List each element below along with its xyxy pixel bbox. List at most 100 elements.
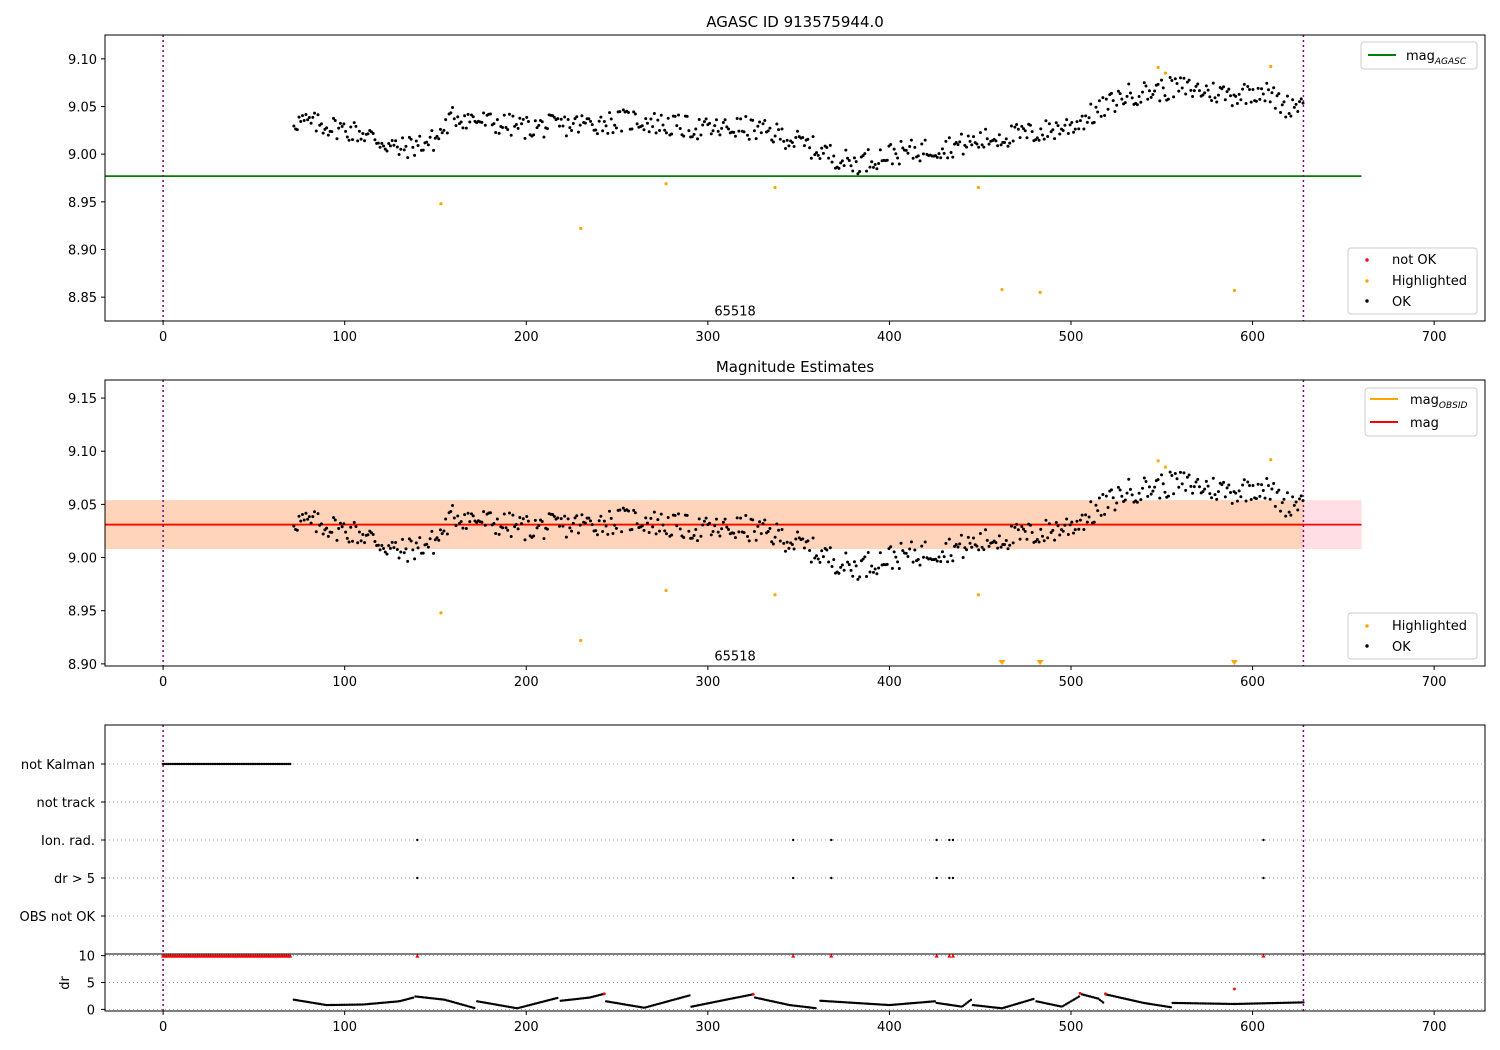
ok-point <box>1168 76 1172 80</box>
ok-point <box>406 156 410 160</box>
dr-point <box>1169 1006 1173 1009</box>
ok-point <box>913 145 917 149</box>
ok-point <box>1175 477 1179 481</box>
ok-point <box>480 520 484 524</box>
ok-point <box>1111 99 1115 103</box>
ok-point <box>345 135 349 139</box>
ok-point <box>1109 91 1113 95</box>
ok-point <box>545 527 549 531</box>
ok-point <box>533 518 537 522</box>
x-tick-label: 300 <box>695 330 720 345</box>
ok-point <box>863 152 867 156</box>
flag-point <box>281 762 285 766</box>
flag-point <box>185 762 188 766</box>
ok-point <box>509 133 513 137</box>
ok-point <box>309 521 313 525</box>
ok-point <box>333 118 337 122</box>
ok-point <box>985 538 989 542</box>
ok-point <box>390 540 394 544</box>
ok-point <box>678 527 682 531</box>
panel-agasc-frame <box>104 34 1486 322</box>
dr-point <box>1077 995 1081 998</box>
ok-point <box>742 130 746 134</box>
ok-point <box>940 550 944 554</box>
ok-point <box>904 148 908 152</box>
ok-point <box>849 164 853 168</box>
ok-point <box>482 510 486 514</box>
ok-point <box>1149 492 1153 496</box>
ok-point <box>532 534 536 538</box>
ok-point <box>847 563 851 567</box>
ok-point <box>578 523 582 527</box>
ok-point <box>975 544 979 548</box>
ok-point <box>618 508 622 512</box>
ok-point <box>347 540 351 544</box>
ok-point <box>1078 119 1082 123</box>
y-tick-label: 9.05 <box>68 101 97 116</box>
ok-point <box>471 115 475 119</box>
ok-point <box>1160 473 1164 477</box>
ok-point <box>739 117 743 121</box>
ok-point <box>811 135 815 139</box>
ok-point <box>1194 480 1198 484</box>
ok-point <box>661 123 665 127</box>
ok-point <box>1291 495 1295 499</box>
ok-point <box>897 162 901 166</box>
x-tick-label: 0 <box>159 675 167 690</box>
ok-point <box>302 119 306 123</box>
ok-point <box>523 538 527 542</box>
ok-point <box>1208 492 1212 496</box>
ok-point <box>951 155 955 159</box>
x-tick-label: 600 <box>1240 1020 1265 1035</box>
ok-point <box>571 121 575 125</box>
ok-point <box>721 520 725 524</box>
ok-point <box>613 523 617 527</box>
ok-point <box>911 156 915 160</box>
ok-point <box>801 135 805 139</box>
ok-point <box>1235 102 1239 106</box>
ok-point <box>870 160 874 164</box>
flag-point <box>239 762 243 766</box>
ok-point <box>325 526 329 530</box>
ok-point <box>777 528 781 532</box>
ok-point <box>763 118 767 122</box>
ok-point <box>1265 81 1269 85</box>
ok-point <box>937 555 941 559</box>
ok-point <box>756 124 760 128</box>
ok-point <box>1175 82 1179 86</box>
highlighted-point <box>1156 459 1160 463</box>
ok-point <box>737 129 741 133</box>
flag-point <box>214 762 217 766</box>
ok-point <box>306 517 310 521</box>
ok-point <box>435 536 439 540</box>
panel-agasc-title: AGASC ID 913575944.0 <box>706 13 884 31</box>
ok-point <box>947 136 951 140</box>
ok-point <box>390 139 394 143</box>
ok-point <box>1044 518 1048 522</box>
ok-point <box>430 129 434 133</box>
highlighted-point <box>1232 288 1237 293</box>
ok-point <box>416 546 420 550</box>
dr-clipped-marker <box>947 953 952 958</box>
ok-point <box>1296 110 1300 114</box>
ok-point <box>839 161 843 165</box>
ok-point <box>306 118 310 122</box>
ok-point <box>1227 483 1231 487</box>
ok-point <box>1298 497 1302 501</box>
ok-point <box>471 514 475 518</box>
ok-point <box>307 115 311 119</box>
ok-point <box>968 541 972 545</box>
ok-point <box>739 516 743 520</box>
dr-clipped-marker <box>950 953 955 958</box>
dr-point <box>966 1001 969 1004</box>
ok-point <box>1077 127 1081 131</box>
ok-point <box>470 512 474 516</box>
ok-point <box>1030 130 1034 134</box>
ok-point <box>356 541 360 545</box>
ok-point <box>889 545 893 549</box>
ok-point <box>858 575 862 579</box>
ok-point <box>951 559 955 563</box>
ok-point <box>899 541 903 545</box>
ok-point <box>751 118 755 122</box>
ok-point <box>754 538 758 542</box>
